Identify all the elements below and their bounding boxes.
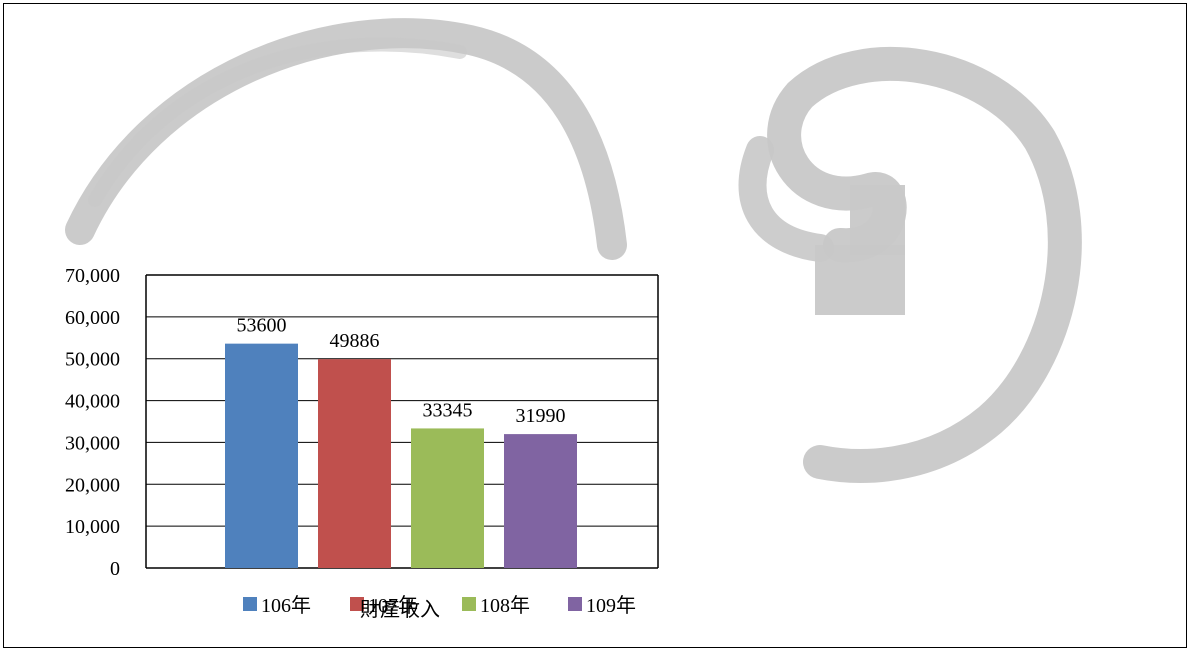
bar-2 [318,359,391,568]
y-tick-label: 10,000 [65,516,120,538]
y-tick-label: 20,000 [65,474,120,496]
y-tick-label: 40,000 [65,391,120,413]
data-label: 31990 [516,405,566,427]
y-tick-label: 70,000 [65,265,120,287]
x-axis-label: 財產收入 [360,598,440,621]
bar-1 [225,343,298,568]
legend-label: 108年 [480,594,530,617]
legend-swatch [350,597,364,611]
y-tick-label: 0 [110,558,120,580]
bars [225,343,577,568]
data-labels: 53600 49886 33345 31990 [237,315,566,427]
bar-3 [411,428,484,568]
y-tick-label: 50,000 [65,349,120,371]
legend-swatch [462,597,476,611]
gridlines [146,316,658,527]
legend-label: 107年 [368,594,418,617]
legend-swatch [243,597,257,611]
y-tick-labels: 0 10,000 20,000 30,000 40,000 50,000 60,000 70,… [65,265,120,580]
legend: 106年 107年 108年 109年 [243,594,636,617]
axes [145,274,659,569]
bar-4 [504,434,577,568]
y-tick-label: 60,000 [65,307,120,329]
legend-swatch [568,597,582,611]
y-tick-label: 30,000 [65,432,120,454]
legend-label: 109年 [586,594,636,617]
legend-label: 106年 [261,594,311,617]
data-label: 33345 [423,399,473,421]
data-label: 53600 [237,315,287,337]
data-label: 49886 [330,330,380,352]
